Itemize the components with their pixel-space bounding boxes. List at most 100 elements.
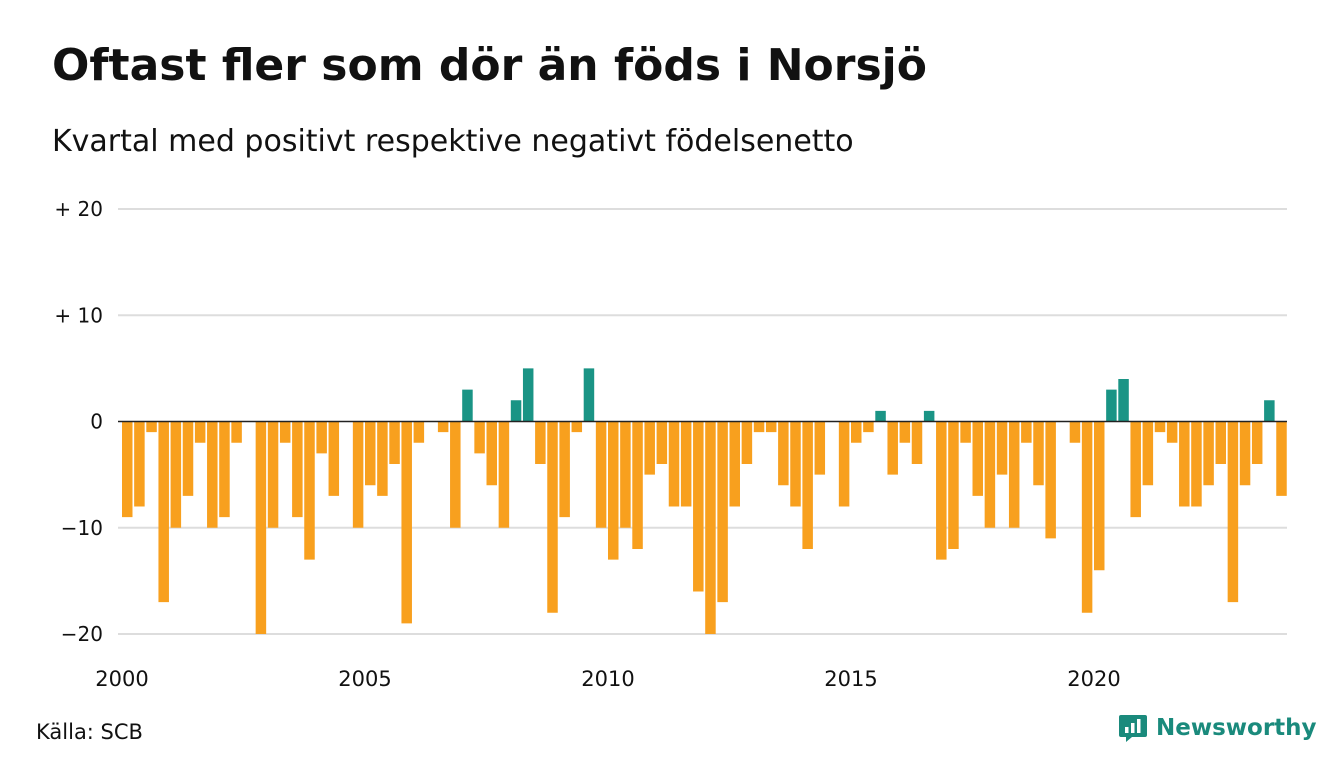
- bar-negative: [790, 421, 801, 507]
- bar-negative: [1179, 421, 1190, 507]
- bar-negative: [753, 421, 765, 433]
- bar-negative: [1191, 421, 1202, 507]
- bar-positive: [923, 410, 935, 422]
- bar-negative: [717, 421, 728, 603]
- bar-negative: [838, 421, 850, 507]
- x-tick-label: 2020: [1067, 667, 1120, 691]
- y-tick-label: −20: [61, 622, 103, 646]
- bar-negative: [486, 421, 497, 486]
- bar-negative: [1021, 421, 1032, 443]
- bar-negative: [1081, 421, 1093, 613]
- bar-positive: [1118, 379, 1129, 422]
- bar-negative: [693, 421, 704, 592]
- bars: [122, 368, 1287, 634]
- bar-positive: [510, 400, 522, 422]
- bar-negative: [1045, 421, 1056, 539]
- y-tick-label: 0: [90, 410, 103, 434]
- bar-negative: [741, 421, 753, 464]
- bar-negative: [194, 421, 206, 443]
- bar-negative: [960, 421, 971, 443]
- bar-negative: [304, 421, 315, 560]
- bar-negative: [765, 421, 777, 433]
- x-tick-label: 2005: [338, 667, 391, 691]
- chart-subtitle: Kvartal med positivt respektive negativt…: [52, 124, 854, 159]
- bar-negative: [887, 421, 898, 475]
- bar-negative: [996, 421, 1008, 475]
- bar-negative: [134, 421, 145, 507]
- bar-negative: [644, 421, 655, 475]
- bar-negative: [474, 421, 485, 454]
- bar-negative: [1251, 421, 1263, 464]
- bar-negative: [984, 421, 996, 528]
- bar-negative: [948, 421, 959, 549]
- bar-negative: [668, 421, 680, 507]
- bar-negative: [705, 421, 716, 634]
- y-tick-label: + 10: [54, 303, 103, 327]
- bar-negative: [413, 421, 425, 443]
- bar-negative: [608, 421, 619, 560]
- bar-negative: [158, 421, 169, 603]
- y-axis-labels: + 20 + 10 0 −10 −20: [54, 197, 103, 646]
- bar-negative: [680, 421, 692, 507]
- bar-negative: [170, 421, 182, 528]
- bar-positive: [1106, 389, 1117, 422]
- bar-negative: [814, 421, 826, 475]
- bar-negative: [1033, 421, 1044, 486]
- bar-negative: [571, 421, 583, 433]
- bar-negative: [802, 421, 813, 549]
- bar-negative: [559, 421, 570, 518]
- bar-negative: [231, 421, 242, 443]
- x-tick-label: 2010: [581, 667, 634, 691]
- bar-negative: [936, 421, 947, 560]
- x-tick-label: 2000: [95, 667, 148, 691]
- bar-negative: [437, 421, 449, 433]
- bar-negative: [1142, 421, 1154, 486]
- bar-negative: [972, 421, 983, 496]
- bar-negative: [595, 421, 607, 528]
- bar-negative: [450, 421, 461, 528]
- bar-negative: [1094, 421, 1105, 571]
- brand-name: Newsworthy: [1156, 715, 1317, 741]
- bar-negative: [729, 421, 740, 507]
- y-tick-label: + 20: [54, 197, 103, 221]
- bar-negative: [911, 421, 923, 464]
- bar-negative: [1203, 421, 1214, 486]
- bar-positive: [1264, 400, 1275, 422]
- bar-negative: [1130, 421, 1141, 518]
- bar-negative: [328, 421, 340, 496]
- bar-negative: [1008, 421, 1020, 528]
- bar-negative: [1166, 421, 1178, 443]
- bar-negative: [1154, 421, 1166, 433]
- bar-negative: [207, 421, 218, 528]
- bar-negative: [863, 421, 874, 433]
- bar-negative: [316, 421, 327, 454]
- bar-negative: [219, 421, 230, 518]
- bar-negative: [122, 421, 133, 518]
- bar-negative: [1239, 421, 1251, 486]
- bar-negative: [146, 421, 157, 433]
- bar-negative: [352, 421, 364, 528]
- bar-negative: [279, 421, 291, 443]
- bar-positive: [875, 410, 886, 422]
- bar-negative: [498, 421, 510, 528]
- bar-negative: [851, 421, 862, 443]
- bar-positive: [522, 368, 534, 422]
- bar-negative: [656, 421, 668, 464]
- bar-negative: [899, 421, 911, 443]
- bar-negative: [182, 421, 194, 496]
- bar-negative: [620, 421, 631, 528]
- newsworthy-logo-icon: [1119, 715, 1147, 742]
- bar-negative: [377, 421, 388, 496]
- bar-negative: [401, 421, 412, 624]
- bar-negative: [1227, 421, 1239, 603]
- source-note: Källa: SCB: [36, 720, 143, 744]
- bar-negative: [389, 421, 400, 464]
- chart-title: Oftast fler som dör än föds i Norsjö: [52, 40, 927, 91]
- bar-negative: [547, 421, 558, 613]
- bar-negative: [267, 421, 279, 528]
- x-axis-labels: 2000 2005 2010 2015 2020: [95, 667, 1120, 691]
- brand-logo[interactable]: Newsworthy: [1118, 713, 1317, 743]
- bar-positive: [583, 368, 595, 422]
- bar-negative: [292, 421, 303, 518]
